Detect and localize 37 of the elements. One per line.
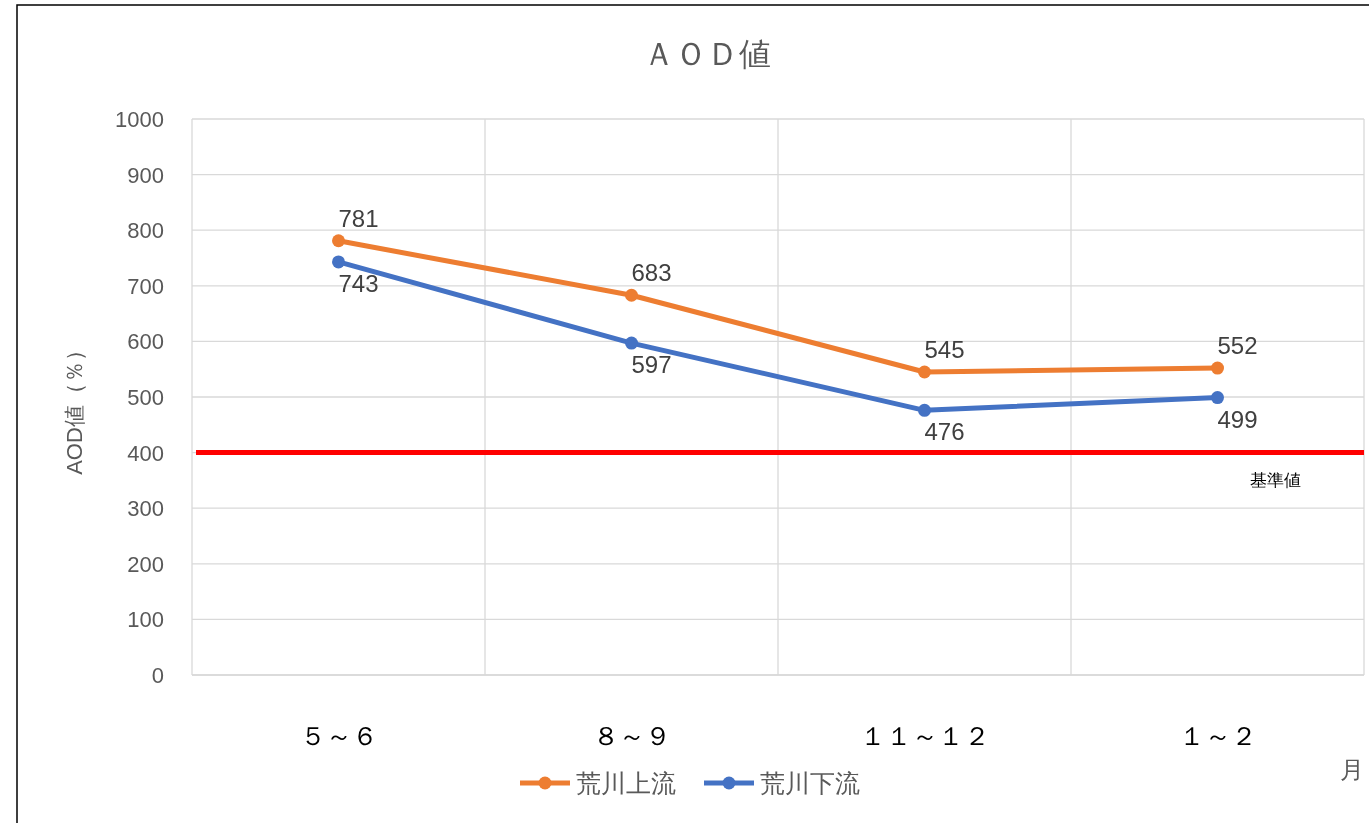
legend-label: 荒川上流: [576, 769, 676, 797]
point: [1211, 361, 1224, 375]
data-label: 552: [1217, 332, 1258, 360]
y-tick-label: 200: [127, 551, 164, 577]
x-tick-label: ８～９: [592, 721, 671, 751]
y-tick-label: 100: [127, 607, 164, 633]
data-label: 499: [1217, 405, 1258, 433]
point: [1211, 391, 1224, 405]
y-tick-label: 800: [127, 218, 164, 244]
data-label: 781: [338, 204, 379, 232]
y-tick-label: 0: [151, 663, 164, 688]
point: [332, 234, 345, 248]
data-label: 743: [338, 269, 379, 297]
y-tick-label: 300: [127, 496, 164, 522]
x-tick-label: １１～１２: [859, 721, 990, 751]
point: [918, 403, 931, 417]
point: [625, 336, 638, 350]
x-tick-label: ５～６: [299, 721, 378, 751]
data-label: 545: [924, 335, 965, 363]
y-tick-label: 900: [127, 162, 164, 188]
ref-line-label: 基準値: [1249, 470, 1301, 490]
x-tick-label: １～２: [1178, 721, 1257, 751]
chart-title: ＡＯＤ値: [643, 36, 771, 72]
y-tick-label: 700: [127, 273, 164, 299]
data-label: 683: [631, 259, 672, 287]
x-axis-title: 月: [1340, 756, 1364, 783]
y-axis-title: AOD値（％）: [62, 339, 87, 475]
y-tick-label: 500: [127, 385, 164, 410]
data-label: 597: [631, 351, 672, 379]
point: [918, 365, 931, 379]
point: [625, 288, 638, 302]
data-label: 476: [924, 418, 965, 446]
y-tick-label: 1000: [115, 107, 164, 132]
y-tick-label: 400: [127, 440, 164, 466]
legend-label: 荒川下流: [760, 769, 860, 797]
point: [332, 255, 345, 269]
y-tick-label: 600: [127, 329, 164, 355]
